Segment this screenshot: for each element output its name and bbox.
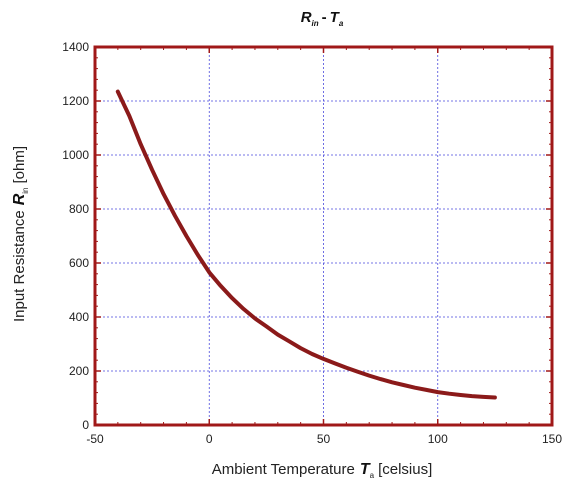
grid — [95, 47, 552, 425]
x-tick-label: 100 — [428, 432, 448, 446]
y-axis-label-unit: [ohm] — [11, 146, 28, 184]
x-axis-label-var: T — [360, 461, 371, 478]
x-tick-label: 50 — [317, 432, 331, 446]
title-var-b: T — [330, 9, 341, 26]
title-sub-a: in — [312, 19, 319, 28]
x-tick-label: -50 — [86, 432, 104, 446]
chart-title: Rin - Ta — [301, 9, 344, 28]
title-var-a: R — [301, 9, 312, 26]
x-tick-label: 0 — [206, 432, 213, 446]
y-tick-label: 600 — [69, 256, 89, 270]
y-tick-label: 800 — [69, 202, 89, 216]
series-layer — [115, 89, 497, 400]
x-axis-label-unit: [celsius] — [378, 461, 432, 478]
y-axis-label-var: R — [11, 193, 28, 205]
title-separator: - — [322, 9, 327, 26]
y-tick-label: 0 — [82, 418, 89, 432]
x-tick-label: 150 — [542, 432, 562, 446]
x-axis-label-sub: a — [370, 471, 375, 480]
y-axis-label: Input Resistance Rin [ohm] — [11, 146, 30, 322]
y-axis-label-text: Input Resistance — [11, 210, 28, 322]
title-sub-b: a — [339, 19, 344, 28]
x-axis-label-text: Ambient Temperature — [212, 461, 355, 478]
x-axis-label: Ambient Temperature Ta [celsius] — [212, 461, 433, 480]
y-tick-label: 200 — [69, 364, 89, 378]
y-tick-label: 400 — [69, 310, 89, 324]
y-tick-label: 1200 — [62, 94, 89, 108]
series-line-0 — [115, 89, 497, 400]
y-tick-label: 1000 — [62, 148, 89, 162]
y-axis-label-sub: in — [21, 187, 30, 193]
y-tick-label: 1400 — [62, 40, 89, 54]
